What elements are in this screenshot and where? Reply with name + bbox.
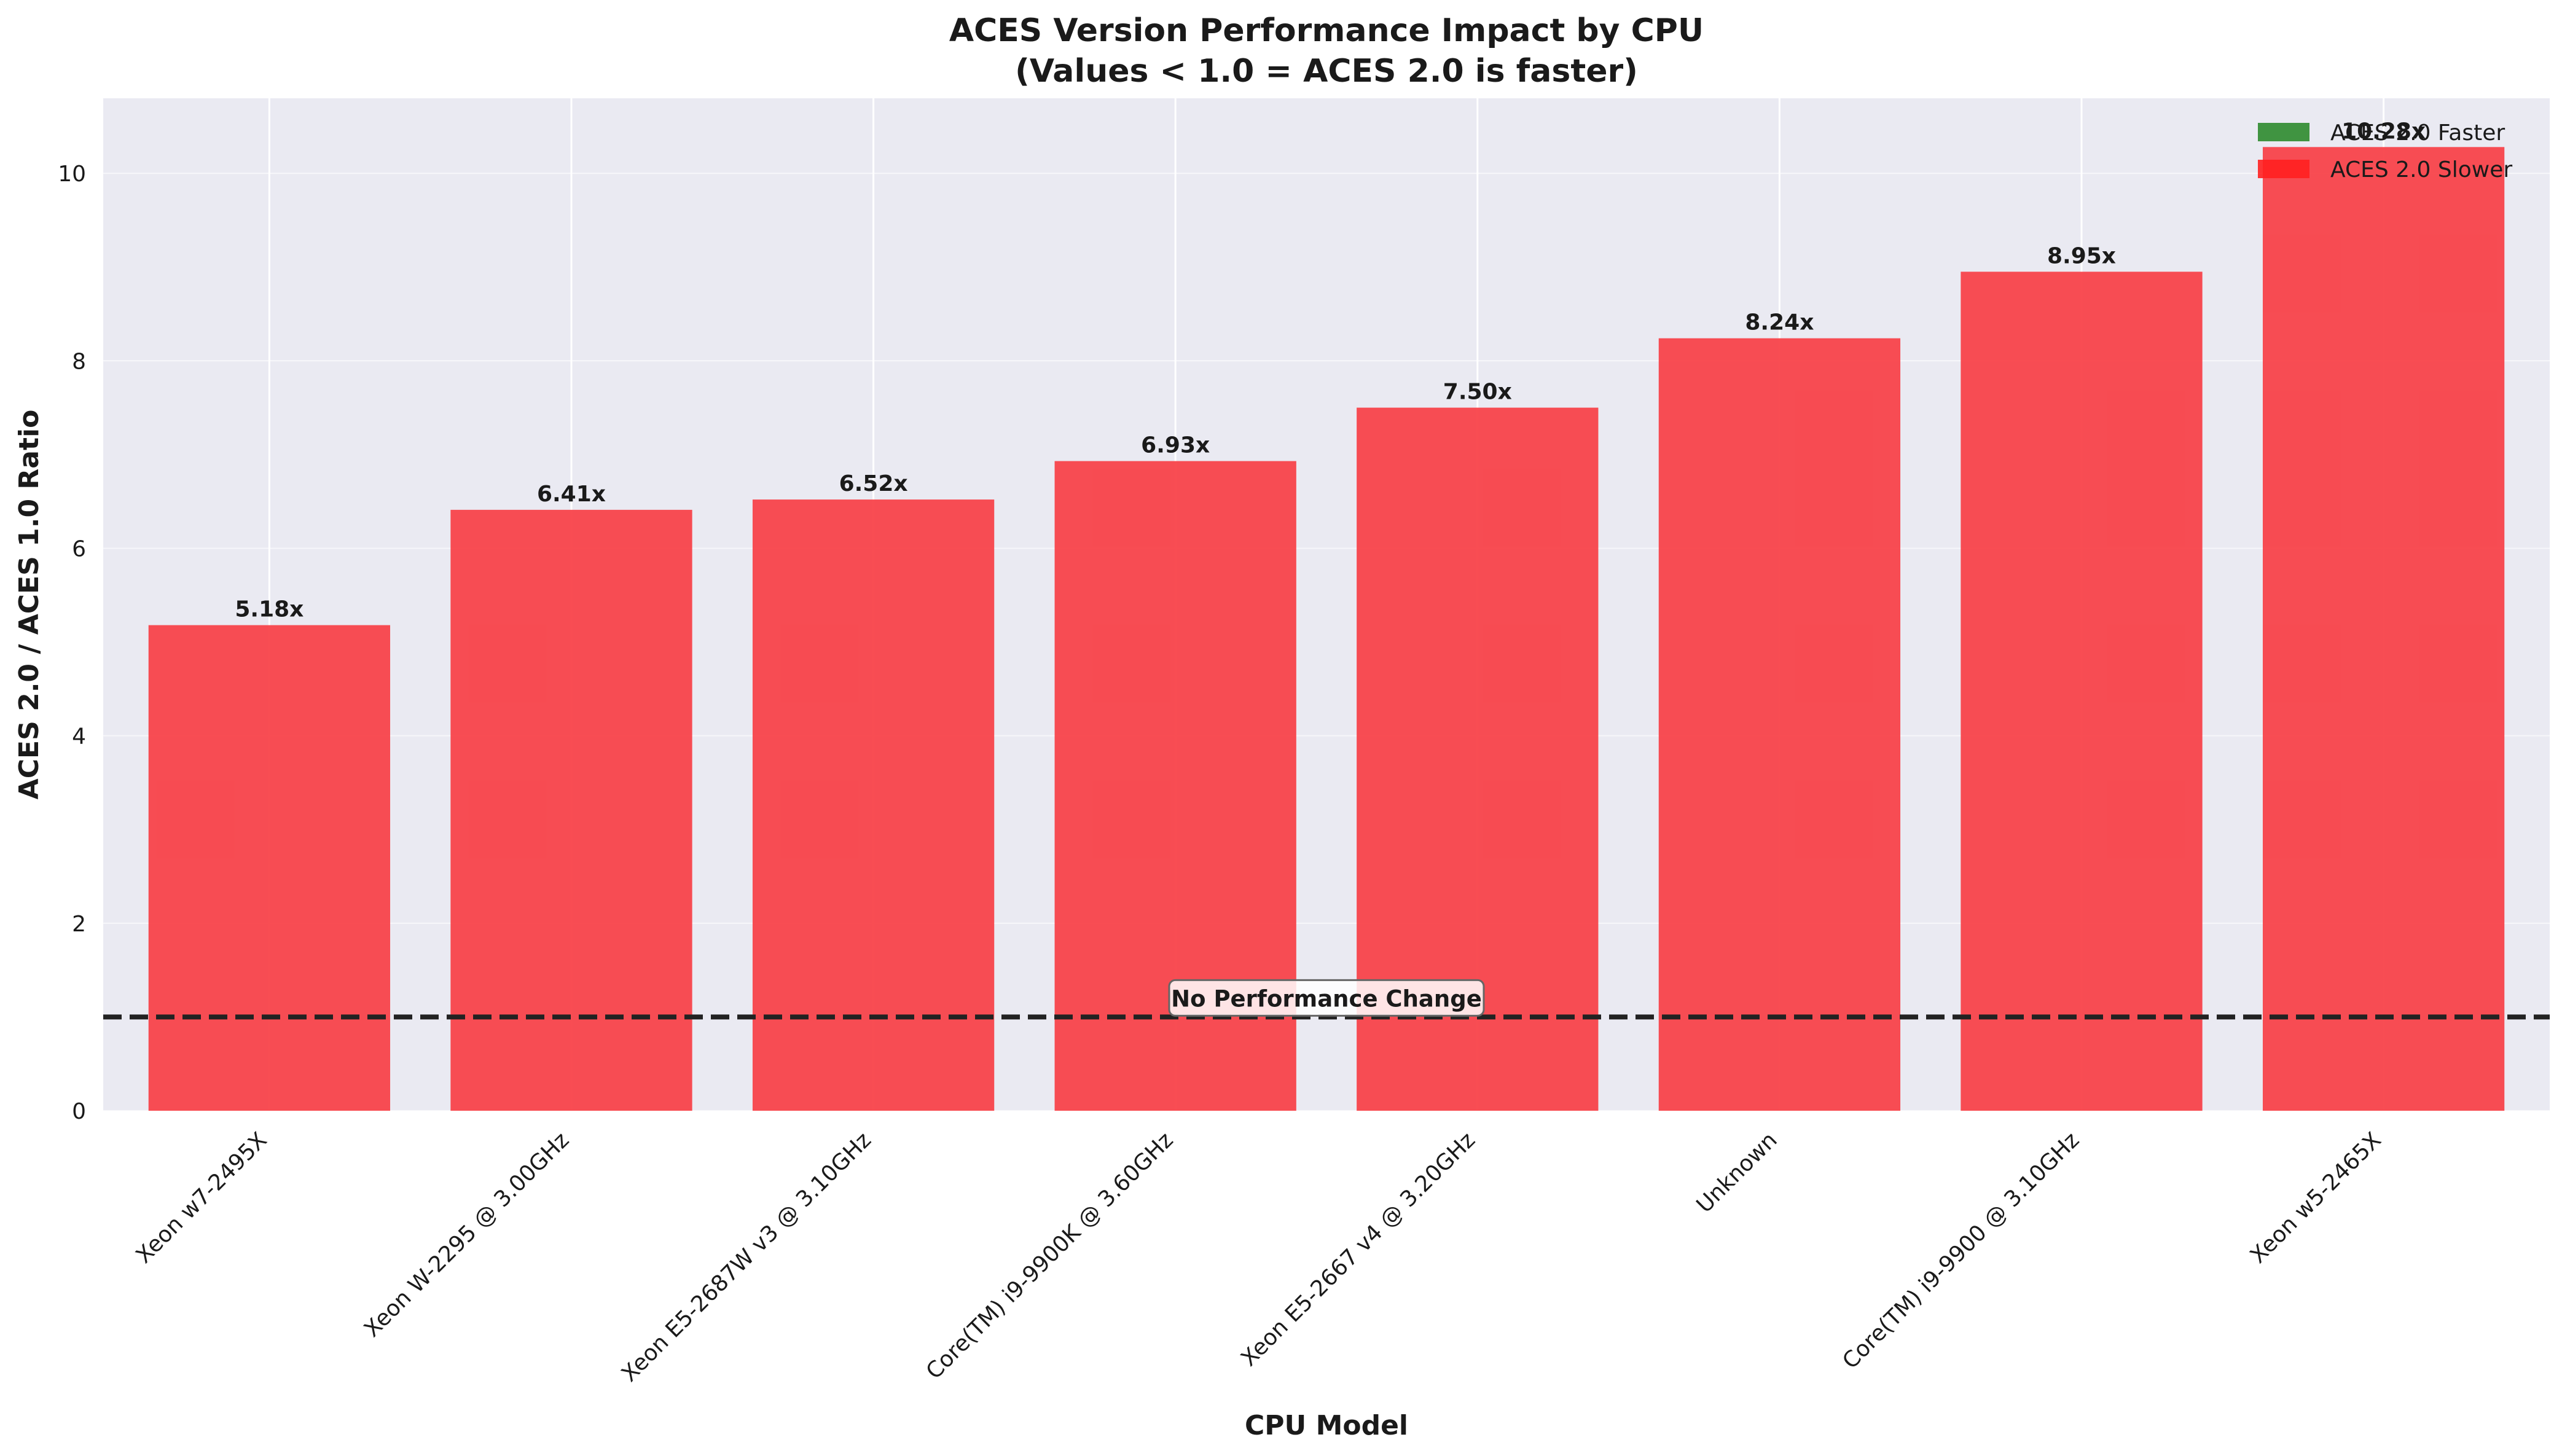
reference-line-group: No Performance Change bbox=[103, 979, 2550, 1020]
reference-label: No Performance Change bbox=[1171, 985, 1482, 1012]
value-label: 8.95x bbox=[2047, 243, 2116, 268]
y-tick-label: 8 bbox=[72, 349, 86, 374]
legend-label: ACES 2.0 Faster bbox=[2330, 120, 2505, 146]
reference-label-box bbox=[1168, 979, 1485, 1017]
bar bbox=[148, 625, 391, 1111]
y-tick-label: 10 bbox=[58, 162, 86, 187]
value-label: 6.52x bbox=[839, 471, 908, 496]
bar bbox=[1961, 272, 2203, 1111]
y-tick-label: 4 bbox=[72, 724, 86, 750]
legend-swatch bbox=[2258, 160, 2309, 178]
y-axis-label: ACES 2.0 / ACES 1.0 Ratio bbox=[14, 410, 45, 800]
bar bbox=[752, 499, 995, 1111]
x-axis-label: CPU Model bbox=[1245, 1410, 1408, 1441]
y-axis-ticks: 0 2 4 6 8 10 bbox=[58, 162, 86, 1124]
legend-label: ACES 2.0 Slower bbox=[2330, 157, 2512, 182]
bars bbox=[148, 147, 2505, 1111]
value-label: 5.18x bbox=[235, 597, 304, 622]
value-labels: 5.18x 6.41x 6.52x 6.93x 7.50x 8.24x 8.95x 10.28… bbox=[235, 119, 2426, 622]
bar bbox=[1658, 338, 1901, 1111]
legend: ACES 2.0 Faster ACES 2.0 Slower bbox=[2258, 120, 2512, 182]
legend-swatch bbox=[2258, 123, 2309, 141]
y-tick-label: 0 bbox=[72, 1099, 86, 1124]
chart-title: ACES Version Performance Impact by CPU bbox=[949, 12, 1704, 49]
value-label: 6.41x bbox=[537, 482, 606, 507]
y-tick-label: 6 bbox=[72, 536, 86, 562]
bar bbox=[450, 509, 692, 1111]
value-label: 6.93x bbox=[1141, 433, 1210, 458]
value-label: 7.50x bbox=[1443, 380, 1512, 405]
bar bbox=[2262, 147, 2505, 1111]
y-tick-label: 2 bbox=[72, 912, 86, 937]
value-label: 10.28x bbox=[2341, 119, 2426, 144]
value-label: 8.24x bbox=[1745, 310, 1814, 335]
chart-subtitle: (Values < 1.0 = ACES 2.0 is faster) bbox=[1015, 53, 1638, 90]
